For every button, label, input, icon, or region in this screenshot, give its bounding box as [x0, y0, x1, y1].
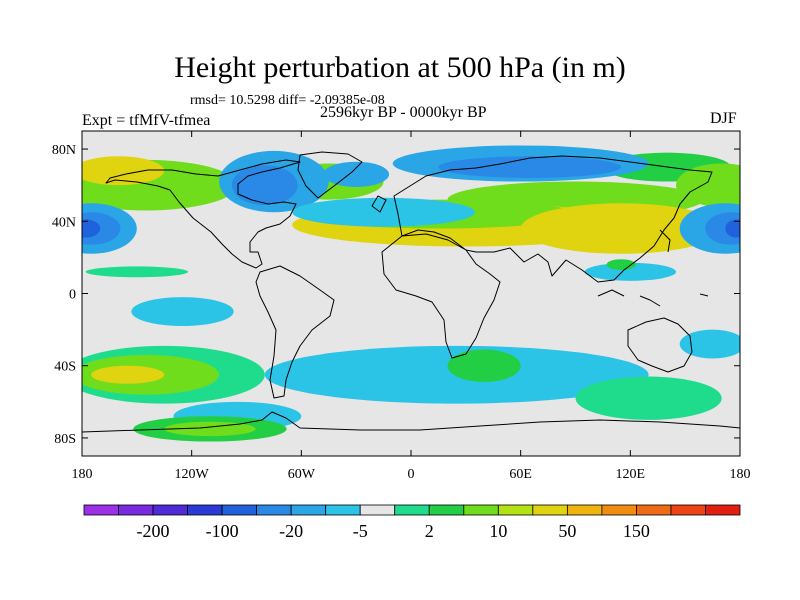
coast-south-america: [255, 265, 335, 399]
anomaly-region-23: [438, 261, 530, 272]
anomaly-region-33: [447, 349, 521, 382]
colorbar-swatch: [670, 504, 706, 516]
anomaly-region-34: [575, 376, 722, 420]
colorbar-swatch: [325, 504, 361, 516]
y-tick-label: 40S: [54, 360, 76, 375]
x-tick-label: 60W: [288, 467, 316, 482]
colorbar-label: 10: [489, 521, 507, 541]
x-tick-label: 180: [730, 467, 751, 482]
x-tick-label: 60E: [509, 467, 532, 482]
colorbar-swatch: [428, 504, 465, 516]
stats-line: rmsd= 10.5298 diff= -2.09385e-08: [190, 93, 385, 108]
experiment-label: Expt = tfMfV-tfmea: [82, 112, 211, 129]
anomaly-region-24: [584, 262, 677, 281]
anomaly-region-11: [438, 156, 622, 178]
colorbar-swatch: [636, 504, 672, 516]
anomaly-region-25: [606, 259, 636, 271]
colorbar-swatch: [256, 504, 292, 516]
anomaly-region-13: [231, 165, 298, 206]
anomaly-region-27: [487, 300, 554, 316]
colorbar-swatch: [463, 504, 499, 516]
coastlines: [82, 151, 740, 433]
colorbar-swatch: [601, 504, 637, 516]
anomaly-region-28: [679, 329, 740, 359]
colorbar-swatch: [532, 504, 568, 516]
x-tick-label: 0: [408, 467, 415, 482]
anomaly-region-22: [85, 266, 189, 278]
anomaly-region-18: [82, 219, 101, 238]
coast-islands: [371, 195, 709, 307]
colorbar-swatch: [118, 504, 154, 516]
colorbar-swatch: [221, 504, 258, 516]
y-tick-label: 0: [69, 288, 76, 303]
colorbar-swatch: [152, 504, 188, 516]
colorbar-label: -20: [279, 521, 303, 541]
colorbar-label: -200: [137, 521, 170, 541]
anomaly-region-31: [91, 365, 165, 384]
x-tick-label: 120W: [175, 467, 210, 482]
x-tick-label: 120E: [616, 467, 646, 482]
colorbar-swatch: [83, 504, 119, 516]
y-tick-label: 80N: [52, 143, 76, 158]
y-tick-label: 80S: [54, 432, 76, 447]
coast-africa-eurasia: [381, 155, 713, 359]
colorbar-label: 50: [558, 521, 576, 541]
anomaly-region-37: [164, 421, 256, 437]
chart-title: Height perturbation at 500 hPa (in m): [174, 51, 626, 84]
axes: 180 120W 60W 0 60E 120E 180 80N 40N 0 40S 80S: [52, 131, 751, 482]
coast-north-america: [105, 159, 301, 269]
coast-antarctica: [82, 411, 740, 433]
colorbar-swatch: [187, 504, 223, 516]
coast-greenland: [297, 151, 363, 199]
colorbar-label: 2: [425, 521, 434, 541]
colorbar-swatch: [394, 504, 430, 516]
colorbar-label: 150: [623, 521, 650, 541]
anomaly-region-4: [520, 203, 722, 254]
x-tick-label: 180: [72, 467, 93, 482]
colorbar-swatch: [566, 504, 603, 516]
colorbar: -200 -100 -20 -5 2 10 50 150: [83, 504, 741, 541]
anomaly-region-21: [725, 219, 740, 238]
anomaly-region-9: [676, 163, 740, 207]
colorbar-swatch: [359, 504, 396, 516]
anomaly-region-15: [292, 197, 475, 227]
coast-australia: [627, 317, 693, 373]
season-label: DJF: [710, 110, 737, 127]
anomaly-region-20: [705, 212, 740, 245]
colorbar-swatch: [497, 504, 534, 516]
colorbar-label: -100: [206, 521, 239, 541]
colorbar-label: -5: [353, 521, 368, 541]
anomaly-region-26: [131, 297, 234, 326]
y-tick-label: 40N: [52, 215, 76, 230]
anomaly-region-6: [82, 156, 165, 186]
period-label: 2596kyr BP - 0000kyr BP: [320, 104, 487, 121]
height-field: [82, 145, 740, 442]
colorbar-swatch: [705, 504, 741, 516]
anomaly-region-14: [323, 161, 390, 187]
colorbar-swatch: [290, 504, 327, 516]
